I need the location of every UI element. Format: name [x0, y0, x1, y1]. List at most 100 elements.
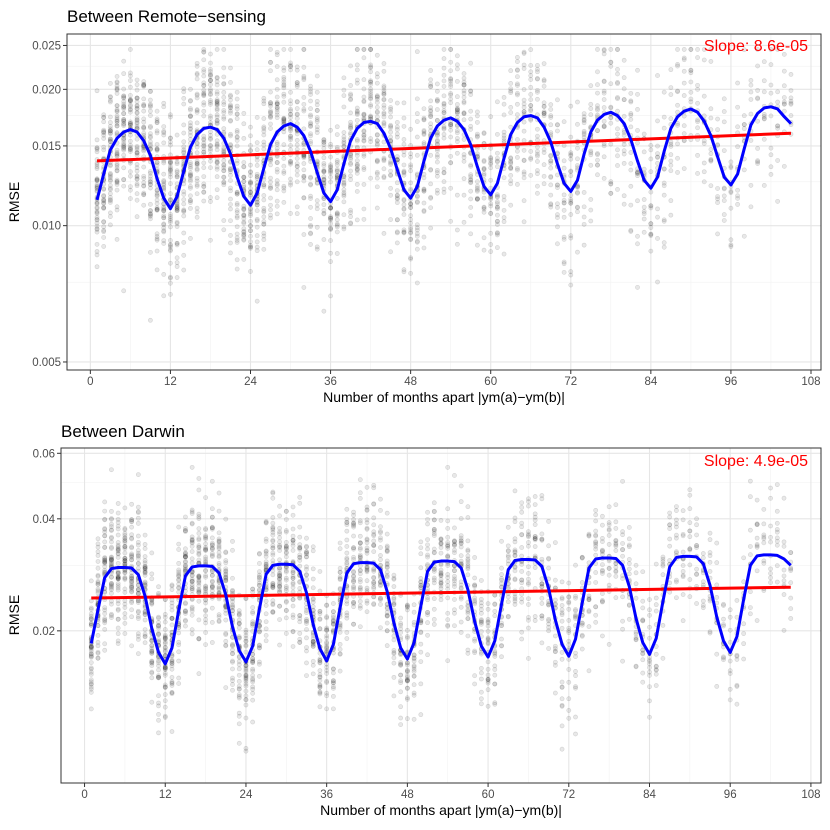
- data-point: [241, 203, 247, 209]
- data-point: [168, 167, 173, 173]
- data-point: [121, 183, 127, 189]
- data-point: [270, 552, 276, 558]
- data-point: [288, 182, 293, 188]
- data-point: [135, 539, 141, 545]
- data-point: [441, 56, 447, 62]
- data-point: [374, 184, 380, 190]
- data-point: [134, 152, 140, 158]
- data-point: [635, 198, 640, 204]
- data-point: [214, 75, 220, 80]
- data-point: [148, 185, 153, 191]
- data-point: [95, 536, 101, 542]
- data-point: [181, 89, 187, 95]
- data-point: [214, 112, 220, 118]
- data-point: [555, 122, 560, 128]
- data-point: [465, 602, 471, 608]
- data-point: [94, 199, 100, 205]
- data-point: [508, 202, 514, 208]
- data-point: [122, 550, 128, 556]
- data-point: [321, 167, 327, 173]
- data-point: [127, 121, 133, 126]
- data-point: [142, 554, 148, 559]
- data-point: [321, 142, 327, 147]
- data-point: [384, 574, 390, 580]
- data-point: [261, 184, 267, 190]
- data-point: [508, 88, 514, 94]
- data-point: [169, 689, 175, 695]
- data-point: [234, 224, 240, 230]
- data-point: [148, 212, 153, 218]
- data-point: [107, 139, 113, 145]
- data-point: [308, 181, 313, 187]
- data-point: [94, 215, 100, 220]
- data-point: [294, 163, 300, 169]
- data-point: [465, 566, 471, 572]
- data-point: [458, 499, 464, 505]
- data-point: [114, 109, 120, 115]
- data-point: [501, 175, 507, 181]
- data-point: [109, 467, 114, 473]
- data-point: [241, 121, 247, 127]
- data-point: [481, 195, 487, 201]
- data-point: [109, 534, 114, 540]
- data-point: [668, 85, 674, 90]
- data-point: [388, 129, 394, 135]
- data-point: [508, 81, 514, 86]
- data-point: [418, 641, 424, 647]
- data-point: [127, 146, 133, 152]
- data-point: [236, 678, 242, 684]
- data-point: [414, 199, 420, 205]
- data-point: [141, 164, 147, 170]
- data-point: [472, 673, 478, 679]
- data-point: [445, 534, 451, 540]
- data-point: [263, 598, 269, 604]
- data-point: [465, 558, 471, 564]
- data-point: [378, 530, 383, 536]
- data-point: [268, 162, 273, 168]
- data-point: [121, 288, 127, 294]
- data-point: [354, 181, 360, 187]
- data-point: [148, 216, 153, 222]
- data-point: [501, 219, 507, 225]
- data-point: [721, 193, 727, 199]
- grid: [67, 34, 821, 370]
- data-point: [661, 244, 667, 250]
- data-point: [201, 181, 207, 187]
- data-point: [688, 79, 694, 85]
- data-point: [344, 528, 350, 534]
- data-point: [129, 573, 135, 579]
- panel-background: [61, 448, 821, 783]
- data-point: [201, 47, 207, 52]
- data-point: [228, 202, 233, 207]
- data-point: [548, 122, 554, 128]
- data-point: [541, 147, 547, 152]
- data-point: [114, 103, 120, 108]
- data-point: [148, 133, 153, 139]
- data-point: [288, 161, 293, 167]
- data-point: [308, 114, 313, 120]
- data-point: [615, 66, 620, 72]
- data-point: [648, 156, 654, 162]
- data-point: [127, 187, 133, 193]
- data-point: [508, 159, 514, 165]
- data-point: [208, 237, 213, 243]
- data-point: [156, 667, 161, 673]
- data-point: [214, 101, 220, 107]
- data-point: [675, 141, 680, 147]
- data-point: [127, 119, 133, 125]
- data-point: [114, 118, 120, 124]
- data-point: [194, 144, 200, 150]
- data-point: [715, 200, 720, 205]
- data-point: [257, 569, 262, 575]
- data-point: [304, 535, 309, 541]
- data-point: [454, 192, 460, 198]
- data-point: [188, 113, 193, 119]
- data-point: [196, 590, 202, 596]
- data-point: [581, 204, 587, 210]
- data-point: [425, 521, 430, 527]
- data-point: [94, 227, 100, 232]
- panel-remote-sensing: Between Remote−sensing 0.0050.0100.0150.…: [6, 7, 822, 405]
- data-point: [154, 190, 160, 196]
- data-point: [588, 197, 594, 202]
- data-point: [169, 615, 175, 621]
